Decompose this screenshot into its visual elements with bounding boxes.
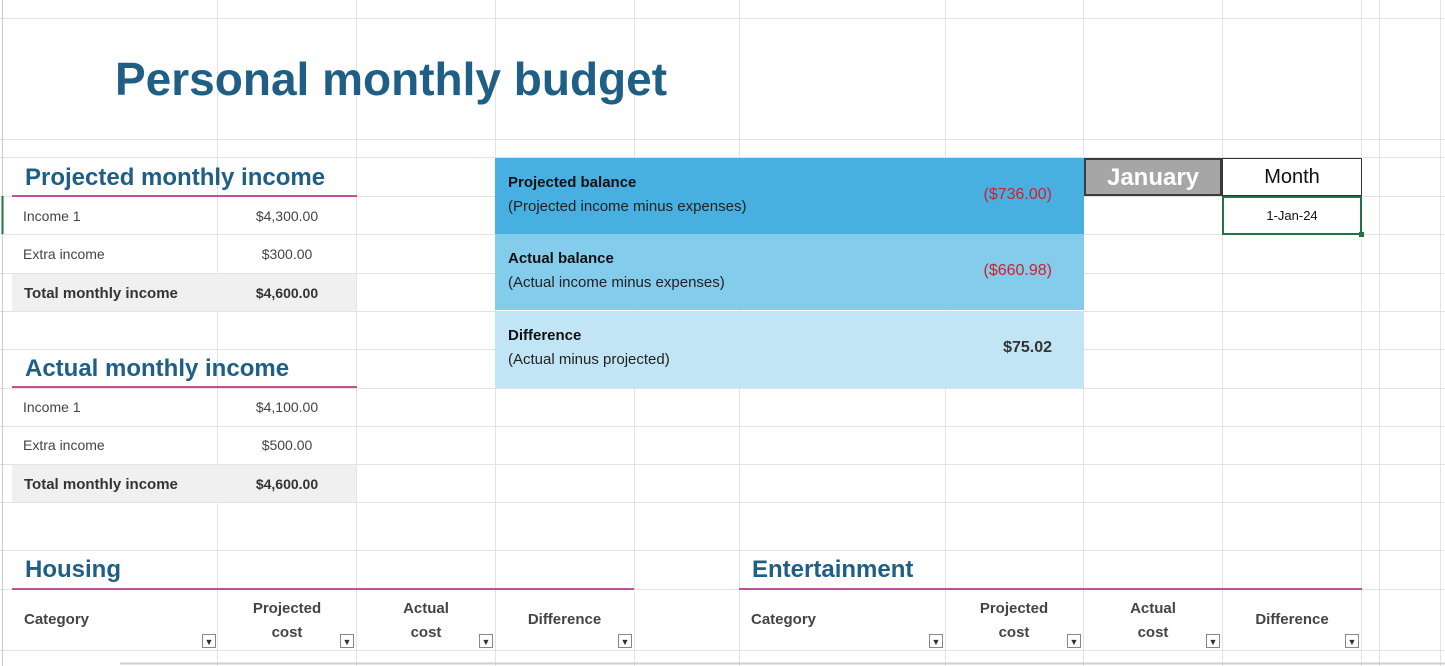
housing-col-difference[interactable]: Difference — [527, 611, 602, 628]
actual-balance-panel[interactable]: Actual balance (Actual income minus expe… — [495, 234, 1084, 310]
actual-income-heading: Actual monthly income — [25, 355, 290, 382]
entertainment-col-difference[interactable]: Difference — [1255, 611, 1329, 628]
projected-extra-income-label[interactable]: Extra income — [23, 246, 105, 262]
entertainment-actual-filter-dropdown-icon[interactable]: ▼ — [1206, 634, 1220, 648]
entertainment-category-filter-dropdown-icon[interactable]: ▼ — [929, 634, 943, 648]
projected-extra-income-value[interactable]: $300.00 — [261, 246, 313, 262]
page-title: Personal monthly budget — [115, 53, 668, 105]
actual-total-label[interactable]: Total monthly income — [24, 476, 178, 493]
projected-balance-panel[interactable]: Projected balance (Projected income minu… — [495, 158, 1084, 234]
projected-income-1-label[interactable]: Income 1 — [23, 208, 81, 224]
actual-balance-value: ($660.98) — [983, 262, 1053, 279]
housing-col-actual-line2: cost — [410, 624, 442, 641]
actual-total-row — [12, 465, 356, 502]
housing-col-category[interactable]: Category — [24, 611, 90, 628]
housing-projected-filter-dropdown-icon[interactable]: ▼ — [340, 634, 354, 648]
actual-balance-title: Actual balance — [508, 250, 614, 267]
housing-col-actual-cost[interactable]: Actual cost — [357, 597, 495, 645]
actual-income-underline — [12, 386, 357, 388]
actual-extra-income-label[interactable]: Extra income — [23, 437, 105, 453]
actual-income-1-value[interactable]: $4,100.00 — [255, 399, 319, 415]
actual-income-1-label[interactable]: Income 1 — [23, 399, 81, 415]
housing-underline — [12, 588, 634, 590]
entertainment-underline — [739, 588, 1362, 590]
difference-value: $75.02 — [1003, 339, 1052, 356]
actual-balance-subtitle: (Actual income minus expenses) — [508, 274, 725, 291]
projected-balance-value: ($736.00) — [983, 186, 1053, 203]
entertainment-col-category[interactable]: Category — [751, 611, 817, 628]
entertainment-col-actual-line1: Actual — [1130, 600, 1176, 617]
housing-actual-filter-dropdown-icon[interactable]: ▼ — [479, 634, 493, 648]
projected-total-label[interactable]: Total monthly income — [24, 285, 178, 302]
entertainment-col-projected-cost[interactable]: Projected cost — [945, 597, 1083, 645]
housing-difference-filter-dropdown-icon[interactable]: ▼ — [618, 634, 632, 648]
fill-handle[interactable] — [1359, 232, 1364, 237]
housing-col-projected-line2: cost — [271, 624, 303, 641]
projected-income-1-value[interactable]: $4,300.00 — [255, 208, 319, 224]
entertainment-difference-filter-dropdown-icon[interactable]: ▼ — [1345, 634, 1359, 648]
selected-month-cell[interactable]: January — [1084, 158, 1222, 196]
entertainment-heading: Entertainment — [752, 556, 914, 583]
housing-col-projected-cost[interactable]: Projected cost — [218, 597, 356, 645]
housing-heading: Housing — [25, 556, 121, 583]
projected-income-heading: Projected monthly income — [25, 164, 326, 191]
difference-subtitle: (Actual minus projected) — [508, 351, 670, 368]
difference-panel[interactable]: Difference (Actual minus projected) $75.… — [495, 311, 1084, 388]
housing-col-projected-line1: Projected — [252, 600, 322, 617]
housing-category-filter-dropdown-icon[interactable]: ▼ — [202, 634, 216, 648]
projected-balance-subtitle: (Projected income minus expenses) — [508, 198, 747, 215]
month-header-cell[interactable]: Month — [1222, 158, 1362, 196]
entertainment-col-actual-line2: cost — [1137, 624, 1169, 641]
actual-extra-income-value[interactable]: $500.00 — [261, 437, 313, 453]
entertainment-col-actual-cost[interactable]: Actual cost — [1084, 597, 1222, 645]
difference-title: Difference — [508, 327, 582, 344]
entertainment-col-projected-line2: cost — [998, 624, 1030, 641]
projected-total-value[interactable]: $4,600.00 — [255, 285, 319, 301]
entertainment-col-projected-line1: Projected — [979, 600, 1049, 617]
projected-total-row — [12, 274, 356, 311]
month-date-cell[interactable]: 1-Jan-24 — [1222, 196, 1362, 235]
entertainment-projected-filter-dropdown-icon[interactable]: ▼ — [1067, 634, 1081, 648]
actual-total-value[interactable]: $4,600.00 — [255, 476, 319, 492]
projected-balance-title: Projected balance — [508, 174, 637, 191]
housing-col-actual-line1: Actual — [403, 600, 449, 617]
projected-income-underline — [12, 195, 357, 197]
